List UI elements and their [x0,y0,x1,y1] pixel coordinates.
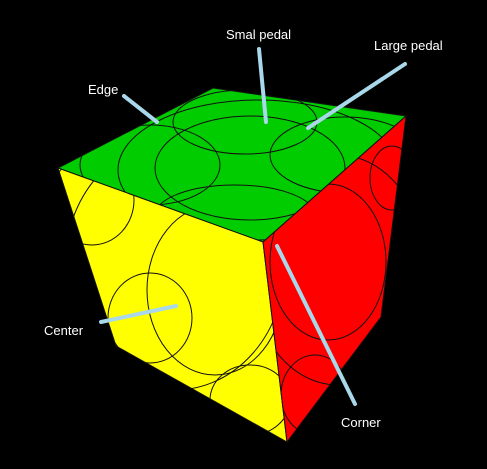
center-label: Center [44,323,84,338]
small-petal-label: Smal pedal [226,27,292,42]
small-petal-pointer [257,47,268,124]
edge-pointer [122,94,159,124]
pointer-lines [99,47,407,406]
corner-pointer [275,244,357,406]
large-petal-label: Large pedal [374,38,443,53]
corner-label: Corner [341,415,381,430]
center-pointer [99,304,178,324]
large-petal-pointer [306,62,407,130]
edge-label: Edge [88,82,119,97]
